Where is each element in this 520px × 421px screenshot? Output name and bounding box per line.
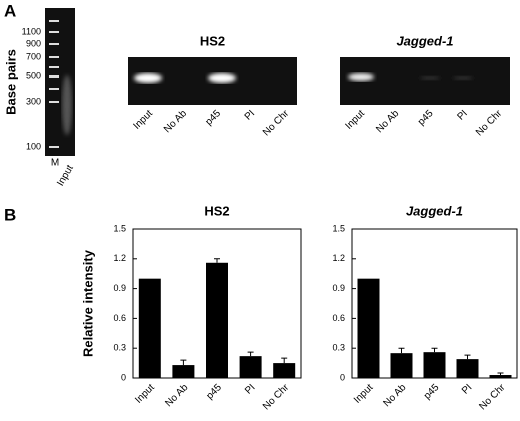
gel-title: Jagged-1 xyxy=(396,33,453,48)
y-tick-label: 0.9 xyxy=(113,283,126,293)
ladder-label: 100 xyxy=(26,141,41,151)
ladder-label: 700 xyxy=(26,51,41,61)
ladder-label: 500 xyxy=(26,70,41,80)
y-axis-label: Relative intensity xyxy=(80,249,95,357)
lane-label: Input xyxy=(343,108,367,132)
x-tick-label: No Ab xyxy=(163,382,190,409)
error-bar xyxy=(180,359,187,366)
error-bar xyxy=(398,347,405,354)
y-tick-label: 0 xyxy=(340,372,345,382)
y-tick-label: 0.6 xyxy=(113,313,126,323)
y-tick-label: 0.3 xyxy=(332,343,345,353)
lane-label: M xyxy=(51,158,59,169)
error-bar xyxy=(464,354,471,360)
bar xyxy=(172,365,195,378)
y-tick-label: 0.3 xyxy=(113,343,126,353)
lane-label: p45 xyxy=(416,108,436,128)
error-bar xyxy=(281,357,288,364)
x-tick-label: No Chr xyxy=(261,382,292,413)
gel-band xyxy=(134,73,162,83)
y-tick-label: 1.5 xyxy=(113,223,126,233)
lane-label: Input xyxy=(131,108,155,132)
panel-label: A xyxy=(4,1,16,20)
gel-band xyxy=(420,76,440,80)
y-tick-label: 0.6 xyxy=(332,313,345,323)
gel xyxy=(340,57,510,105)
lane-label: No Ab xyxy=(374,108,401,135)
bar xyxy=(138,278,161,378)
gel-title: HS2 xyxy=(200,33,225,48)
x-tick-label: PI xyxy=(460,382,474,396)
x-tick-label: No Chr xyxy=(477,382,508,413)
ladder-bands xyxy=(49,20,59,148)
x-tick-label: p45 xyxy=(422,382,442,402)
y-tick-label: 1.2 xyxy=(113,253,126,263)
y-tick-label: 0.9 xyxy=(332,283,345,293)
x-tick-label: No Ab xyxy=(381,382,408,409)
error-bar xyxy=(214,258,220,263)
chart-title: Jagged-1 xyxy=(406,203,463,218)
ladder-label: 900 xyxy=(26,38,41,48)
bar xyxy=(489,375,512,378)
error-bar xyxy=(431,347,438,353)
chart-title: HS2 xyxy=(204,203,229,218)
bar xyxy=(357,278,380,378)
lane-label: PI xyxy=(243,108,257,122)
plot-frame xyxy=(351,228,518,379)
lane-label: p45 xyxy=(204,108,224,128)
gel-band xyxy=(453,76,473,80)
y-tick-label: 1.5 xyxy=(332,223,345,233)
error-bar xyxy=(497,372,504,376)
lane-label: No Chr xyxy=(474,108,505,139)
y-tick-label: 1.2 xyxy=(332,253,345,263)
x-tick-label: PI xyxy=(243,382,257,396)
bar xyxy=(206,262,228,378)
ladder-label: 1100 xyxy=(22,26,41,36)
ladder-gel xyxy=(45,8,75,156)
bar xyxy=(273,363,296,378)
lane-label: PI xyxy=(455,108,469,122)
x-tick-label: p45 xyxy=(204,382,224,402)
bar xyxy=(423,352,446,378)
x-tick-label: Input xyxy=(133,382,157,406)
lane-label: No Ab xyxy=(162,108,189,135)
error-bar xyxy=(247,351,254,357)
gel-band xyxy=(348,73,374,81)
y-tick-label: 0 xyxy=(121,372,126,382)
plot-frame xyxy=(132,228,302,379)
x-tick-label: Input xyxy=(352,382,376,406)
bar xyxy=(239,356,262,378)
panel-label: B xyxy=(4,205,16,224)
smear xyxy=(62,75,72,135)
ladder-label: 300 xyxy=(26,96,41,106)
y-axis-label: Base pairs xyxy=(3,49,18,115)
gel-band xyxy=(208,73,236,83)
lane-label: No Chr xyxy=(261,108,292,139)
bar xyxy=(390,353,413,378)
bar xyxy=(456,359,479,378)
